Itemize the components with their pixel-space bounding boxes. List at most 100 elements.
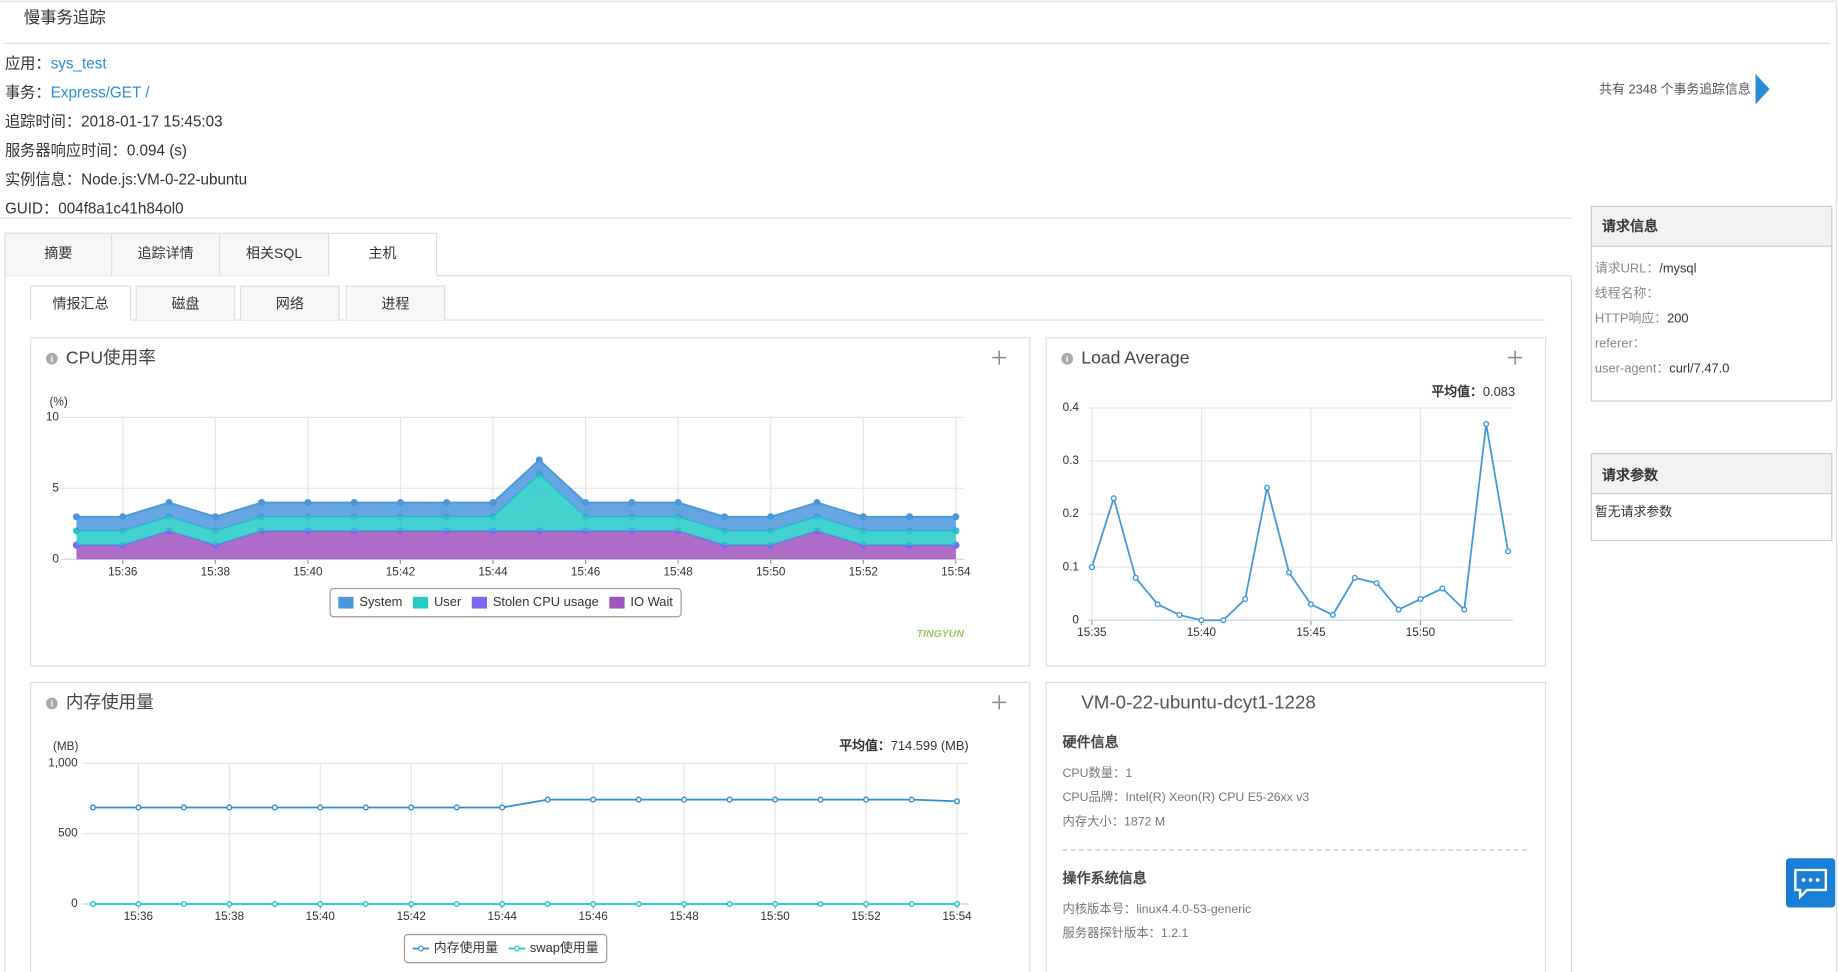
- area-point: [813, 499, 821, 507]
- x-tick-label: 15:35: [1077, 626, 1107, 639]
- chat-dot: [1808, 878, 1813, 882]
- tab[interactable]: 主机: [327, 232, 438, 277]
- tab-bg: [111, 233, 220, 276]
- info-icon-i: i: [1066, 354, 1069, 364]
- subtab[interactable]: 磁盘: [135, 285, 236, 321]
- line-point: [135, 804, 142, 811]
- info-row: 实例信息：Node.js:VM-0-22-ubuntu: [5, 171, 247, 188]
- legend-item[interactable]: 内存使用量: [412, 940, 499, 955]
- x-tick-label: 15:44: [478, 565, 508, 578]
- legend-item[interactable]: Stolen CPU usage: [471, 594, 599, 609]
- chat-button[interactable]: [1785, 858, 1836, 908]
- line-point: [1483, 420, 1490, 427]
- area-point: [211, 513, 219, 521]
- next-arrow[interactable]: [1755, 73, 1770, 105]
- host-value: linux4.4.0-53-generic: [1136, 902, 1251, 916]
- request-info-header: [1590, 205, 1833, 247]
- line-point: [908, 900, 915, 908]
- line-point: [726, 796, 733, 803]
- area-fill: [76, 459, 956, 531]
- memory-panel: [30, 681, 1031, 972]
- expand-button[interactable]: [992, 350, 1007, 365]
- request-info-value: 200: [1667, 311, 1688, 326]
- x-tick-label: 15:54: [942, 910, 972, 923]
- line-point: [499, 900, 506, 908]
- x-tick-label: 15:36: [124, 910, 153, 923]
- line-point: [635, 796, 642, 803]
- legend-label: swap使用量: [530, 940, 599, 955]
- line-point: [1417, 595, 1424, 603]
- y-tick-label: 0.3: [1063, 454, 1079, 467]
- legend-label: Stolen CPU usage: [493, 594, 599, 609]
- line-point: [453, 804, 460, 811]
- legend-box: [403, 933, 608, 964]
- expand-button[interactable]: [992, 695, 1007, 710]
- watermark: TINGYUN: [917, 628, 965, 640]
- line-point: [1285, 569, 1293, 576]
- line-point: [635, 900, 642, 908]
- line-point: [681, 900, 688, 908]
- x-tick-label: 15:36: [108, 565, 137, 578]
- line-point: [1373, 580, 1380, 587]
- x-tick-label: 15:38: [201, 565, 231, 578]
- y-tick-label: 0.1: [1063, 560, 1079, 573]
- area-point: [720, 513, 728, 521]
- line-point: [817, 796, 824, 803]
- legend-item[interactable]: System: [338, 594, 402, 609]
- line-point: [1198, 617, 1205, 624]
- x-tick-label: 15:40: [293, 565, 323, 578]
- subtab-bg: [240, 286, 340, 321]
- x-tick-label: 15:42: [386, 565, 415, 578]
- expand-button[interactable]: [1508, 350, 1523, 365]
- x-tick-label: 15:50: [1406, 626, 1436, 639]
- line-point: [544, 796, 551, 803]
- x-tick-label: 15:45: [1296, 626, 1326, 639]
- chart-title: 内存使用量: [66, 692, 154, 712]
- line-point: [317, 900, 324, 908]
- info-value: Express/GET /: [51, 84, 151, 101]
- tab[interactable]: 追踪详情: [111, 232, 221, 276]
- legend: System User Stolen CPU usage IO Wait: [329, 588, 682, 618]
- tab-label: 追踪详情: [137, 245, 193, 261]
- legend-item[interactable]: User: [412, 594, 462, 609]
- y-tick-label: 10: [46, 411, 60, 424]
- legend-item[interactable]: swap使用量: [508, 940, 599, 955]
- subtab[interactable]: 情报汇总: [30, 285, 131, 322]
- info-icon-i: i: [51, 354, 54, 364]
- host-label: 服务器探针版本：: [1063, 925, 1161, 940]
- y-tick-label: 0: [52, 552, 59, 565]
- average: 平均值：0.083: [1431, 384, 1515, 399]
- host-label: CPU数量：: [1063, 765, 1126, 780]
- info-label: 实例信息：: [5, 171, 81, 188]
- subtab[interactable]: 网络: [240, 285, 340, 321]
- line-point: [1088, 564, 1095, 571]
- legend-item[interactable]: IO Wait: [609, 594, 673, 609]
- area-point: [859, 513, 867, 521]
- info-value: 2018-01-17 15:45:03: [81, 113, 222, 130]
- cpu-panel: [30, 337, 1031, 667]
- trace-count: 共有 2348 个事务追踪信息: [1599, 82, 1751, 97]
- area-fill: [76, 474, 956, 546]
- info-icon: [45, 352, 58, 365]
- legend-swatch: [609, 596, 625, 609]
- subtab-bg: [136, 286, 235, 321]
- line-point: [772, 900, 779, 908]
- line-point: [271, 900, 278, 908]
- tab[interactable]: 摘要: [4, 232, 113, 276]
- request-info-label: user-agent：: [1595, 361, 1669, 376]
- line-point: [590, 796, 597, 803]
- info-label: 事务：: [5, 84, 51, 101]
- legend-label: 内存使用量: [434, 940, 499, 955]
- tab-label: 主机: [368, 245, 396, 261]
- area-point: [489, 499, 497, 507]
- host-row: CPU品牌：Intel(R) Xeon(R) CPU E5-26xx v3: [1063, 789, 1310, 804]
- subtab[interactable]: 进程: [345, 285, 446, 321]
- line-point: [1461, 606, 1468, 613]
- chart-title: CPU使用率: [66, 347, 156, 367]
- line-point: [908, 796, 915, 803]
- chart-title: Load Average: [1081, 347, 1189, 367]
- request-info-row: HTTP响应：200: [1595, 311, 1689, 326]
- tab-label: 相关SQL: [246, 245, 302, 261]
- tab[interactable]: 相关SQL: [218, 232, 330, 276]
